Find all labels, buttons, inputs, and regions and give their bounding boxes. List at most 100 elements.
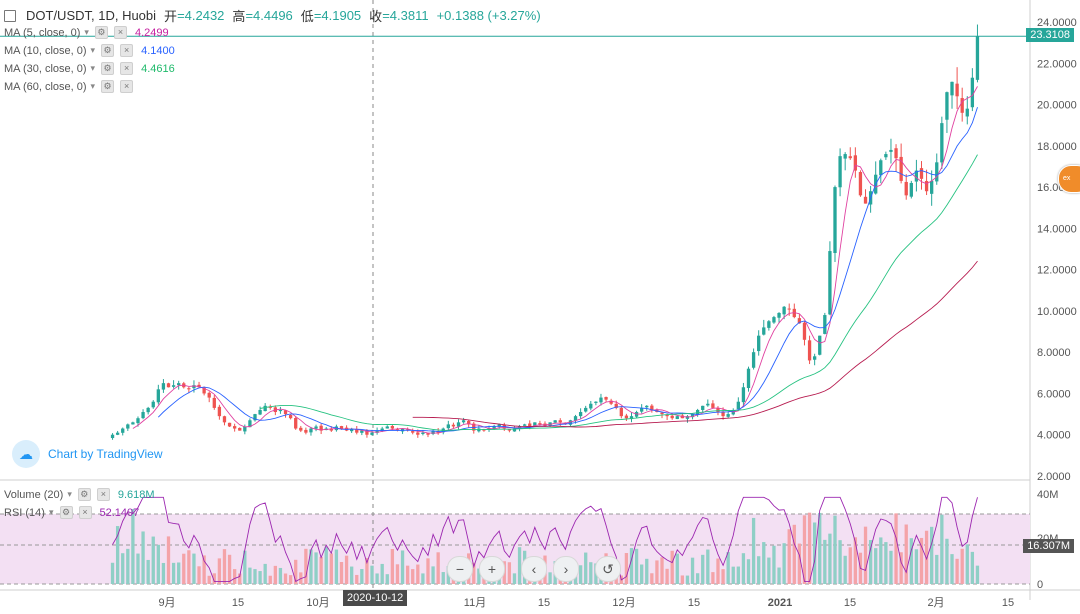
candle-body: [782, 306, 786, 315]
chevron-down-icon[interactable]: ▾: [90, 45, 96, 55]
chevron-down-icon[interactable]: ▾: [84, 27, 89, 37]
price-tick-label: 2.0000: [1037, 471, 1071, 483]
volume-bar: [177, 562, 181, 584]
volume-bar: [512, 573, 517, 584]
candle-body: [446, 424, 450, 429]
candle-body: [594, 401, 598, 403]
candle-body: [278, 409, 283, 412]
volume-bar: [767, 557, 771, 584]
scroll-right-button[interactable]: ›: [553, 556, 579, 582]
rsi-band: [0, 514, 1030, 584]
candle-body: [283, 410, 288, 415]
close-icon[interactable]: ×: [120, 80, 134, 93]
volume-bar: [426, 558, 430, 584]
volume-bar: [930, 526, 934, 584]
zoom-out-button[interactable]: −: [447, 556, 473, 582]
volume-bar: [894, 513, 898, 584]
volume-bar: [477, 568, 481, 584]
time-tick-label: 10月: [306, 597, 329, 609]
volume-bar: [940, 514, 944, 584]
volume-bar: [121, 553, 125, 584]
volume-bar: [187, 550, 191, 584]
volume-bar: [171, 562, 176, 584]
chevron-down-icon[interactable]: ▾: [90, 63, 96, 73]
candle-body: [456, 422, 461, 427]
settings-icon[interactable]: ⚙: [101, 80, 115, 93]
chevron-down-icon[interactable]: ▾: [90, 81, 96, 91]
ma5-label: MA (5, close, 0): [4, 26, 81, 39]
volume-bar: [304, 548, 308, 584]
rsi-line: [112, 496, 978, 583]
candle-body: [497, 424, 501, 427]
candle-body: [187, 388, 191, 390]
current-price-tag: 23.3108: [1026, 28, 1074, 42]
scroll-left-button[interactable]: ‹: [521, 556, 547, 582]
candle-body: [253, 414, 257, 421]
volume-bar: [909, 538, 913, 584]
settings-icon[interactable]: ⚙: [101, 62, 115, 75]
branding-text[interactable]: Chart by TradingView: [48, 447, 163, 461]
volume-bar: [833, 515, 837, 584]
volume-bar: [258, 571, 262, 584]
close-icon[interactable]: ×: [120, 62, 134, 75]
tradingview-branding[interactable]: ☁ Chart by TradingView: [12, 440, 163, 468]
chevron-down-icon[interactable]: ▾: [48, 507, 54, 517]
zoom-in-button[interactable]: +: [479, 556, 505, 582]
volume-bar: [136, 553, 140, 584]
volume-bar: [807, 512, 812, 584]
low-label: 低: [300, 9, 314, 24]
volume-bar: [319, 556, 323, 584]
candle-body: [299, 427, 303, 431]
volume-bar: [115, 526, 120, 584]
ma30-value: 4.4616: [141, 62, 175, 75]
volume-bar: [110, 562, 115, 584]
candle-body: [451, 424, 456, 427]
volume-bar: [701, 554, 705, 584]
candle-body: [746, 368, 751, 389]
candle-body: [461, 420, 466, 423]
close-icon[interactable]: ×: [113, 26, 127, 39]
volume-bar: [355, 574, 359, 584]
candle-body: [126, 424, 130, 429]
floating-widget-icon[interactable]: ex: [1058, 165, 1080, 193]
volume-bar: [375, 573, 379, 584]
volume-bar: [879, 537, 883, 584]
candle-body: [843, 154, 847, 159]
volume-tag: 16.307M: [1023, 539, 1074, 553]
ma10-legend: MA (10, close, 0) ▾ ⚙ × 4.1400: [4, 44, 175, 57]
volume-bar: [955, 558, 959, 584]
settings-icon[interactable]: ⚙: [94, 26, 108, 39]
collapse-icon[interactable]: [4, 9, 16, 22]
volume-bar: [192, 553, 196, 584]
candle-body: [507, 429, 512, 431]
volume-bar: [131, 509, 135, 584]
settings-icon[interactable]: ⚙: [59, 506, 73, 519]
close-icon[interactable]: ×: [120, 44, 134, 57]
volume-bar: [731, 566, 735, 584]
candle-body: [533, 422, 537, 426]
close-icon[interactable]: ×: [96, 488, 110, 501]
candle-body: [314, 426, 318, 429]
price-tick-label: 6.0000: [1037, 388, 1071, 400]
volume-bar: [314, 552, 318, 584]
candle-body: [350, 428, 354, 432]
candle-body: [955, 83, 959, 97]
candle-body: [177, 383, 181, 386]
chevron-down-icon[interactable]: ▾: [67, 489, 72, 499]
volume-bar: [507, 562, 512, 584]
volume-bar: [584, 552, 588, 584]
candle-body: [136, 418, 140, 424]
settings-icon[interactable]: ⚙: [101, 44, 115, 57]
reset-button[interactable]: ↺: [595, 556, 621, 582]
volume-bar: [853, 537, 858, 584]
settings-icon[interactable]: ⚙: [77, 488, 91, 501]
candle-body: [945, 92, 949, 120]
candle-body: [660, 412, 664, 415]
close-icon[interactable]: ×: [78, 506, 92, 519]
price-tick-label: 4.0000: [1037, 430, 1071, 442]
volume-legend: Volume (20) ▾ ⚙ × 9.618M: [4, 488, 155, 501]
volume-bar: [472, 562, 476, 584]
time-tick-label: 2月: [927, 597, 944, 609]
candle-body: [762, 327, 766, 335]
